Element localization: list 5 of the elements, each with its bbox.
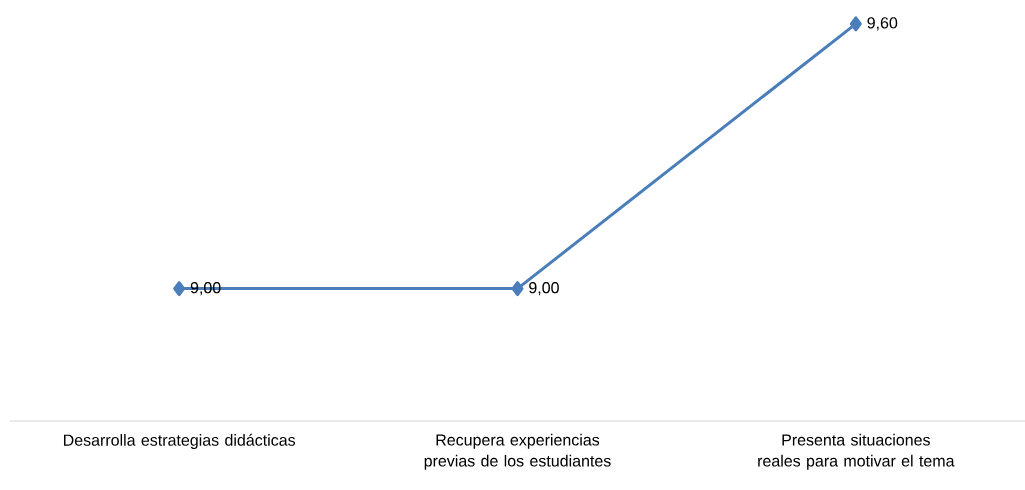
data-label: 9,60 bbox=[867, 17, 898, 31]
data-label: 9,00 bbox=[529, 282, 559, 296]
x-tick-label: Recupera experiencias previas de los estudiantes bbox=[424, 433, 611, 470]
x-tick-label: Presenta situaciones reales para motivar el tema bbox=[758, 433, 955, 470]
x-tick-label: Desarrolla estrategias didácticas bbox=[63, 433, 296, 449]
